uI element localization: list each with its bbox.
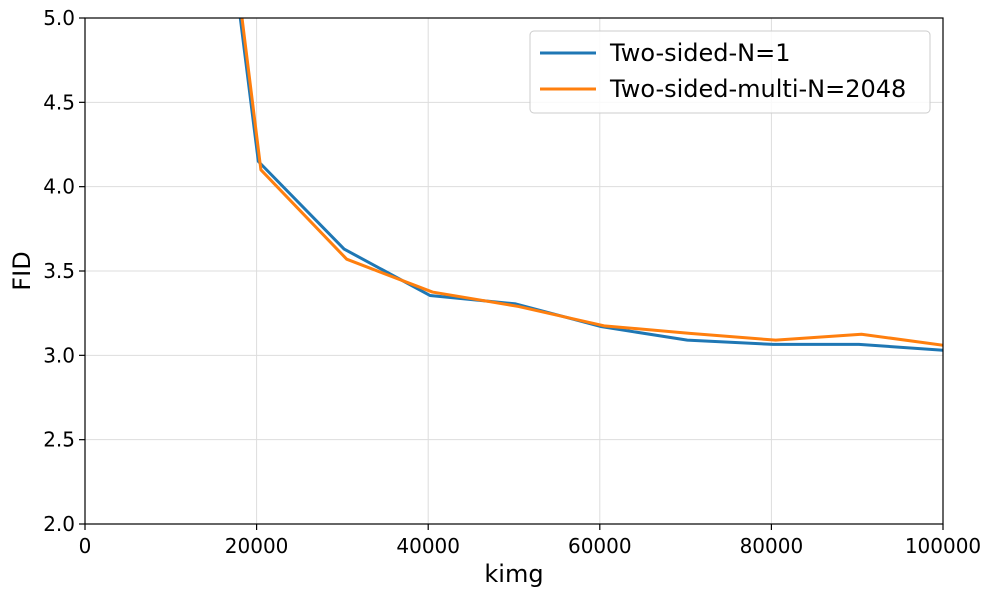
x-tick-label: 40000: [396, 534, 460, 558]
legend-box: [529, 30, 931, 114]
x-tick-label: 80000: [740, 534, 804, 558]
y-axis-label: FID: [8, 251, 36, 290]
y-tick-label: 3.0: [43, 343, 75, 367]
series-layer: [238, 18, 943, 352]
series-line-2: [240, 18, 943, 347]
x-tick-label: 100000: [905, 534, 981, 558]
y-tick-label: 4.0: [43, 175, 75, 199]
y-tick-label: 5.0: [43, 6, 75, 30]
x-tick-label: 20000: [225, 534, 289, 558]
tick-layer: 0 20000 40000 60000 80000 100000 2.0 2.5 3.0 3.5 4…: [43, 6, 981, 558]
y-tick-label: 3.5: [43, 259, 75, 283]
legend: Two-sided-N=1 Two-sided-multi-N=2048: [529, 30, 931, 114]
x-axis-label: kimg: [484, 560, 543, 588]
legend-label-2: Two-sided-multi-N=2048: [609, 75, 906, 103]
x-tick-label: 0: [79, 534, 92, 558]
x-tick-label: 60000: [568, 534, 632, 558]
y-tick-label: 2.5: [43, 428, 75, 452]
y-tick-label: 4.5: [43, 90, 75, 114]
legend-label-1: Two-sided-N=1: [609, 39, 791, 67]
y-tick-label: 2.0: [43, 512, 75, 536]
